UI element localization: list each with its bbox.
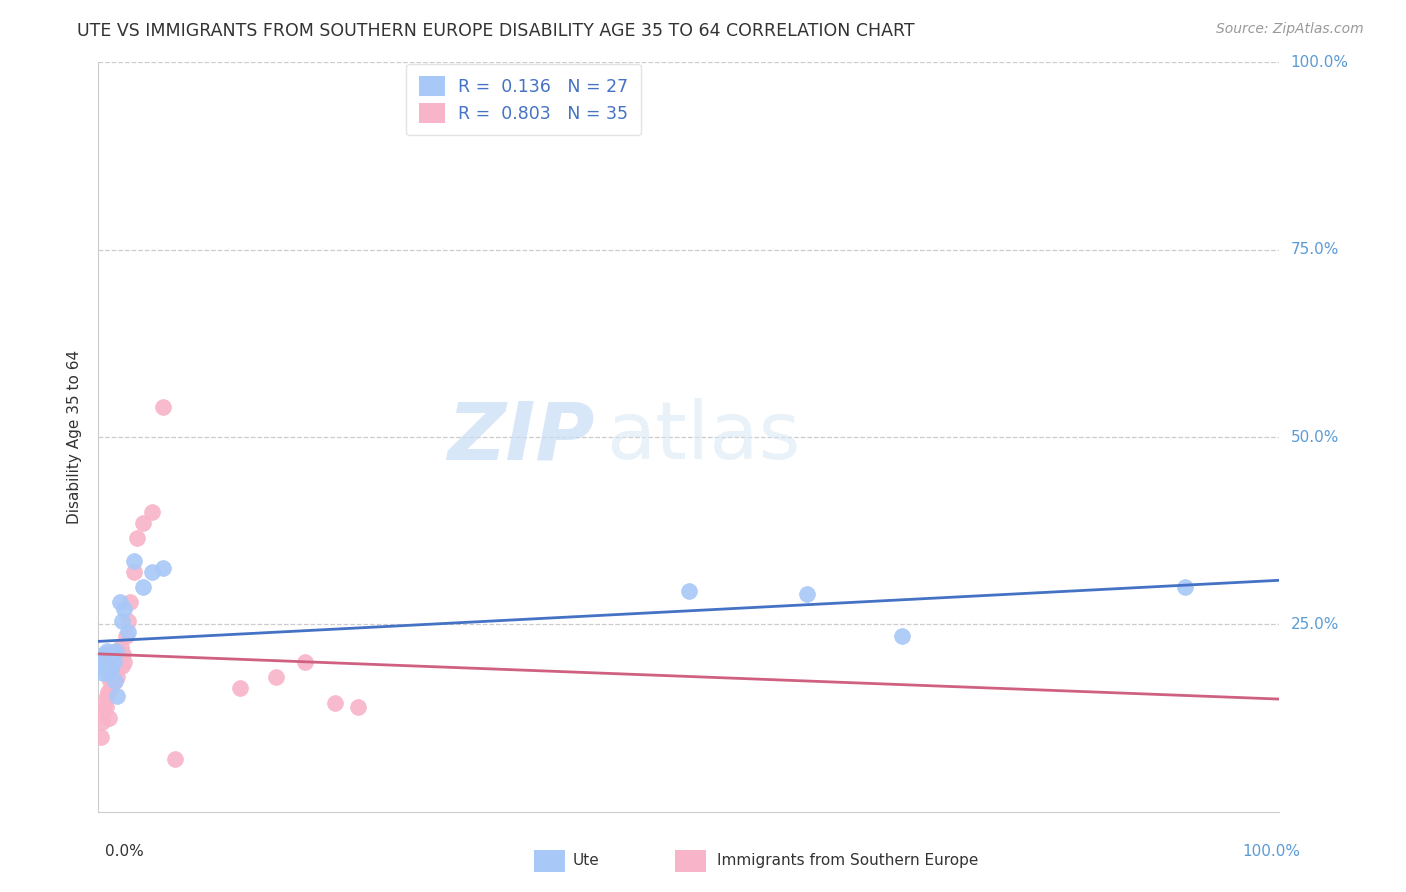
Point (101, 648, 124, 662)
Point (112, 655, 135, 669)
Point (122, 554, 145, 568)
Point (104, 673, 127, 688)
Legend: R =  0.136   N = 27, R =  0.803   N = 35: R = 0.136 N = 27, R = 0.803 N = 35 (406, 63, 641, 135)
Text: Immigrants from Southern Europe: Immigrants from Southern Europe (717, 854, 979, 868)
Text: 50.0%: 50.0% (1291, 430, 1339, 444)
Point (108, 655, 131, 669)
Point (120, 595, 142, 609)
Text: 0.0%: 0.0% (105, 845, 145, 859)
Point (111, 658, 134, 673)
Point (890, 629, 912, 643)
Point (98, 711, 121, 725)
Point (117, 624, 139, 639)
Point (152, 561, 174, 575)
Point (114, 629, 136, 643)
Point (165, 752, 187, 766)
Point (678, 583, 700, 598)
Point (100, 662, 122, 676)
Point (112, 602, 135, 616)
Point (229, 681, 252, 695)
Point (264, 670, 287, 684)
Point (132, 516, 155, 531)
Point (98, 648, 121, 662)
Point (111, 614, 134, 628)
Text: 75.0%: 75.0% (1291, 243, 1339, 257)
Point (105, 689, 128, 703)
Text: Ute: Ute (572, 854, 599, 868)
Point (101, 666, 124, 681)
Text: atlas: atlas (606, 398, 800, 476)
Point (100, 681, 122, 695)
Point (91, 707, 114, 722)
Point (152, 400, 174, 414)
Point (103, 658, 125, 673)
Point (103, 655, 125, 669)
Point (132, 580, 155, 594)
Text: Source: ZipAtlas.com: Source: ZipAtlas.com (1216, 22, 1364, 37)
Point (93, 648, 115, 662)
Point (104, 673, 127, 688)
Point (1174, 580, 1197, 594)
Point (90, 730, 112, 744)
Point (127, 531, 149, 545)
Point (94, 699, 117, 714)
Point (108, 595, 131, 609)
Point (796, 587, 818, 601)
Point (141, 565, 163, 579)
Point (323, 696, 346, 710)
Point (110, 640, 132, 654)
Point (98, 673, 121, 688)
Point (117, 614, 139, 628)
Point (122, 565, 145, 579)
Point (90, 658, 112, 673)
Text: 100.0%: 100.0% (1243, 845, 1301, 859)
Point (91, 714, 114, 729)
Text: UTE VS IMMIGRANTS FROM SOUTHERN EUROPE DISABILITY AGE 35 TO 64 CORRELATION CHART: UTE VS IMMIGRANTS FROM SOUTHERN EUROPE D… (77, 22, 915, 40)
Point (141, 505, 163, 519)
Point (97, 685, 120, 699)
Point (96, 689, 118, 703)
Point (97, 666, 120, 681)
Point (93, 658, 115, 673)
Point (294, 655, 316, 669)
Point (96, 643, 118, 657)
Point (93, 696, 115, 710)
Point (107, 643, 129, 657)
Point (347, 699, 370, 714)
Text: 25.0%: 25.0% (1291, 617, 1339, 632)
Text: ZIP: ZIP (447, 398, 595, 476)
Point (91, 666, 114, 681)
Point (112, 648, 135, 662)
Point (105, 643, 128, 657)
Y-axis label: Disability Age 35 to 64: Disability Age 35 to 64 (67, 350, 83, 524)
Text: 100.0%: 100.0% (1291, 55, 1348, 70)
Point (105, 643, 128, 657)
Point (91, 655, 114, 669)
Point (98, 651, 121, 665)
Point (105, 670, 128, 684)
